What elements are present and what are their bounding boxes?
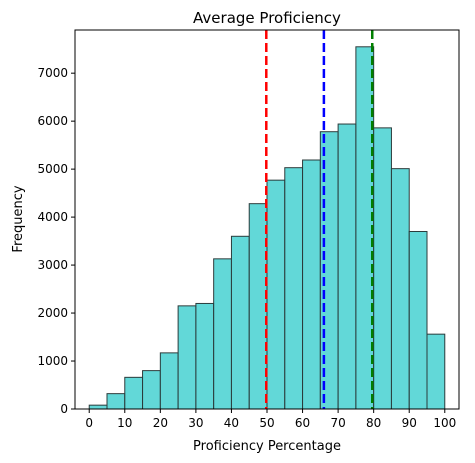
- x-tick-label-6: 60: [295, 416, 310, 430]
- bars-group: [88, 46, 446, 410]
- x-axis-ticks: 0 10 20 30 40 50 60 70 80 90 100: [85, 409, 456, 430]
- x-tick-label-5: 50: [259, 416, 274, 430]
- histogram-bar-19: [426, 333, 446, 410]
- histogram-bar-14: [337, 123, 357, 410]
- y-axis-label: Frequency: [11, 185, 26, 252]
- x-tick-label-2: 20: [153, 416, 168, 430]
- histogram-bar-5: [177, 305, 197, 410]
- histogram-bar-8: [230, 235, 250, 410]
- histogram-bar-3: [142, 370, 161, 410]
- histogram-bar-17: [390, 168, 410, 410]
- reference-lines-group: [265, 30, 374, 409]
- histogram-bar-10: [266, 179, 286, 410]
- x-tick-label-9: 90: [402, 416, 417, 430]
- y-tick-label-6: 6000: [37, 114, 68, 128]
- x-tick-label-10: 100: [433, 416, 456, 430]
- x-tick-label-7: 70: [330, 416, 345, 430]
- histogram-bar-7: [213, 258, 232, 410]
- y-tick-label-7: 7000: [37, 66, 68, 80]
- chart-title: Average Proficiency: [193, 9, 341, 27]
- x-tick-label-0: 0: [85, 416, 93, 430]
- histogram-bar-0: [88, 404, 108, 410]
- y-tick-label-1: 1000: [37, 354, 68, 368]
- y-tick-label-0: 0: [60, 402, 68, 416]
- histogram-bar-2: [124, 376, 144, 410]
- histogram-bar-1: [106, 393, 126, 410]
- histogram-bar-12: [302, 159, 321, 410]
- histogram-bar-18: [408, 230, 428, 410]
- x-tick-label-8: 80: [366, 416, 381, 430]
- histogram-bar-6: [195, 302, 215, 410]
- y-tick-label-4: 4000: [37, 210, 68, 224]
- y-tick-label-2: 2000: [37, 306, 68, 320]
- histogram-bar-16: [373, 127, 392, 410]
- y-axis-ticks: 0 1000 2000 3000 4000 5000 6000 7000: [37, 66, 75, 416]
- histogram-bar-9: [248, 203, 268, 410]
- y-tick-label-5: 5000: [37, 162, 68, 176]
- histogram-bar-4: [159, 352, 179, 410]
- histogram-bar-11: [284, 167, 304, 410]
- x-axis-label: Proficiency Percentage: [193, 439, 341, 454]
- x-tick-label-1: 10: [117, 416, 132, 430]
- x-tick-label-4: 40: [224, 416, 239, 430]
- y-tick-label-3: 3000: [37, 258, 68, 272]
- x-tick-label-3: 30: [188, 416, 203, 430]
